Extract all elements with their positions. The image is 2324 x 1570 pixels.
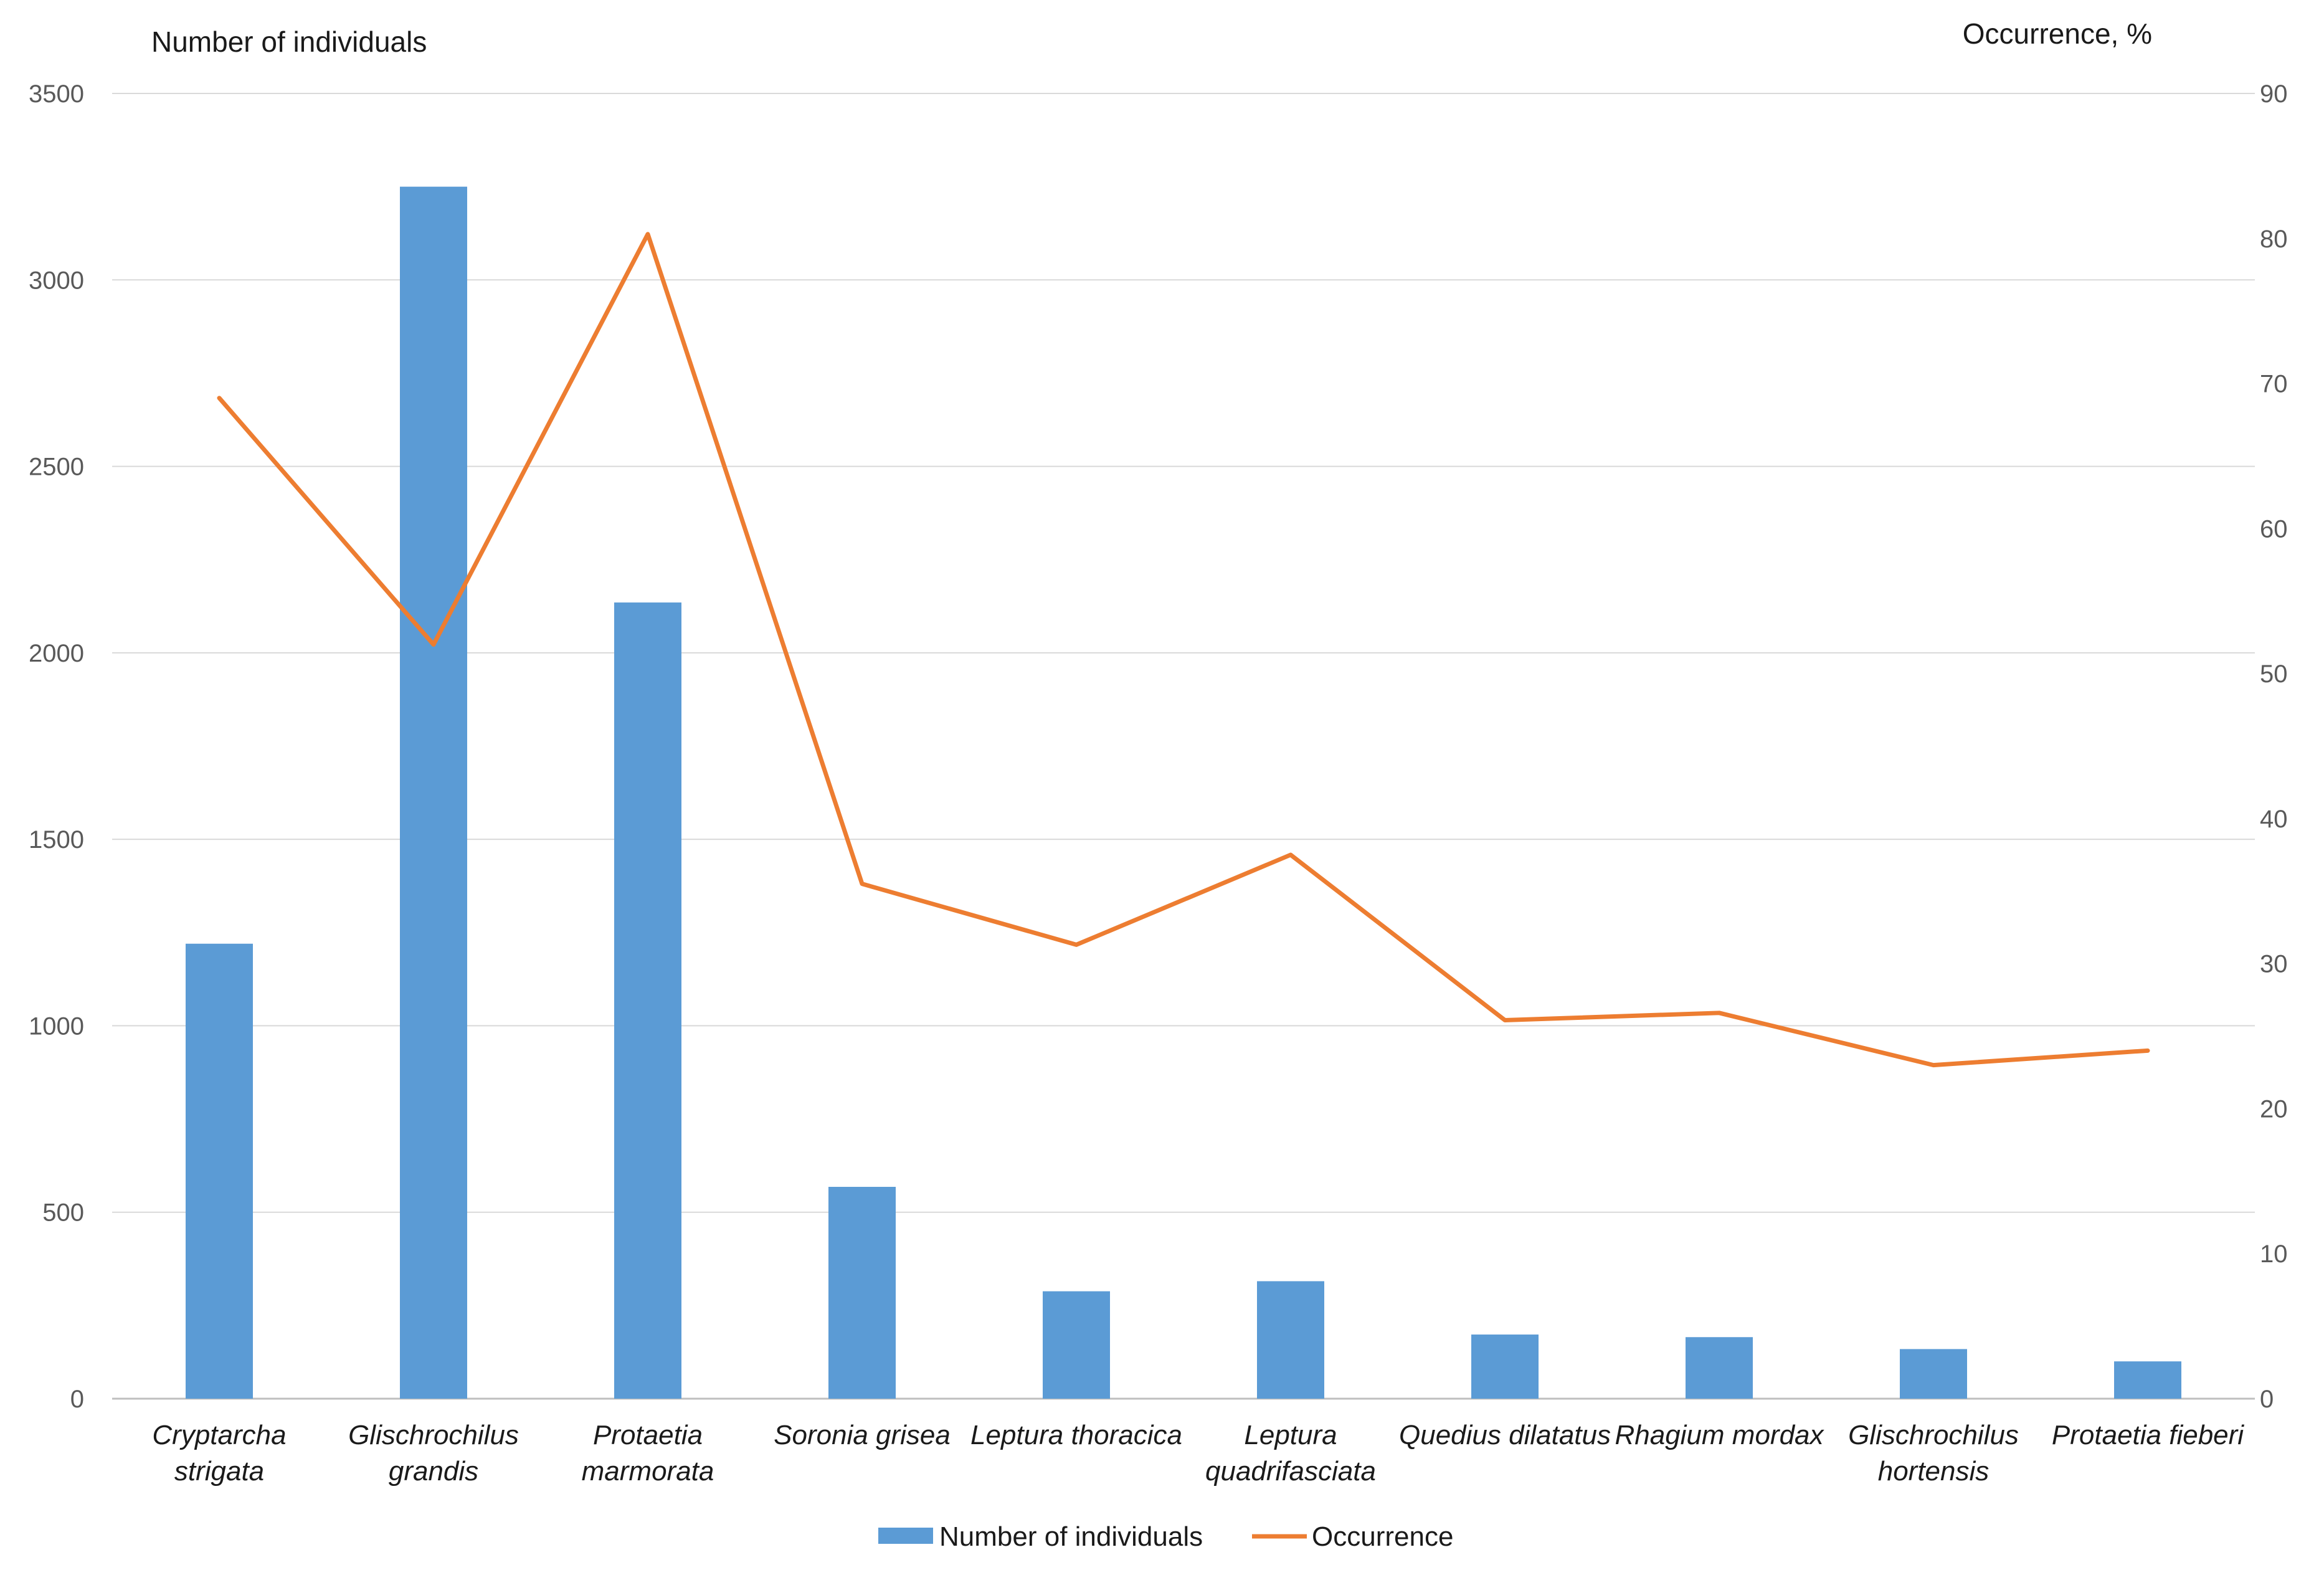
line-point <box>1074 943 1078 947</box>
category-labels: Cryptarcha strigata Glischrochilus grandis P… <box>152 1420 2244 1487</box>
category-label: Protaetia fieberi <box>2052 1420 2244 1450</box>
right-tick-label: 20 <box>2260 1095 2288 1123</box>
occurrence-line <box>217 232 2150 1068</box>
bar <box>1900 1349 1967 1399</box>
left-axis-title: Number of individuals <box>151 26 427 58</box>
legend-swatch-bars <box>878 1528 933 1544</box>
legend-label-line: Occurrence <box>1312 1521 1453 1552</box>
bar <box>186 943 253 1399</box>
right-tick-label: 10 <box>2260 1240 2288 1268</box>
bar <box>400 186 467 1399</box>
category-label: Glischrochilus hortensis <box>1848 1420 2019 1487</box>
category-label: Quedius dilatatus <box>1399 1420 1611 1450</box>
category-label: Glischrochilus grandis <box>348 1420 519 1487</box>
line-point <box>217 396 221 400</box>
gridlines <box>112 93 2255 1400</box>
right-tick-label: 90 <box>2260 80 2288 108</box>
bar-series <box>186 186 2181 1399</box>
left-tick-label: 1500 <box>29 826 84 854</box>
bar <box>1471 1334 1539 1399</box>
left-axis-ticks: 0 500 1000 1500 2000 2500 3000 3500 <box>29 80 84 1413</box>
left-tick-label: 1000 <box>29 1012 84 1040</box>
bar <box>828 1187 896 1399</box>
category-label: Rhagium mordax <box>1615 1420 1824 1450</box>
category-label: Protaetia marmorata <box>582 1420 714 1487</box>
category-label: Soronia grisea <box>774 1420 951 1450</box>
right-tick-label: 0 <box>2260 1386 2274 1413</box>
left-tick-label: 2500 <box>29 454 84 481</box>
bar <box>1257 1281 1324 1399</box>
left-tick-label: 3000 <box>29 267 84 294</box>
line-point <box>1717 1011 1721 1015</box>
line-point <box>1503 1018 1507 1022</box>
line-point <box>1289 853 1292 857</box>
right-tick-label: 70 <box>2260 371 2288 398</box>
right-tick-label: 60 <box>2260 515 2288 543</box>
left-tick-label: 500 <box>42 1199 84 1227</box>
bar <box>614 602 681 1399</box>
line-series <box>217 232 2150 1068</box>
line-point <box>646 232 650 236</box>
right-tick-label: 40 <box>2260 806 2288 833</box>
right-tick-label: 50 <box>2260 660 2288 688</box>
line-point <box>432 642 435 647</box>
right-tick-label: 80 <box>2260 226 2288 253</box>
right-axis-title: Occurrence, % <box>1963 17 2152 50</box>
left-tick-label: 2000 <box>29 640 84 667</box>
line-point <box>860 882 864 886</box>
line-point <box>1932 1063 1935 1067</box>
legend: Number of individuals Occurrence <box>878 1521 1453 1552</box>
bar <box>1043 1291 1110 1399</box>
left-tick-label: 0 <box>70 1386 84 1413</box>
category-label: Leptura quadrifasciata <box>1205 1420 1376 1487</box>
bar <box>1686 1337 1753 1399</box>
right-tick-label: 30 <box>2260 951 2288 978</box>
right-axis-ticks: 0 10 20 30 40 50 60 70 80 90 <box>2260 80 2288 1413</box>
legend-label-bars: Number of individuals <box>939 1521 1203 1552</box>
bar <box>2114 1361 2181 1399</box>
line-point <box>2146 1049 2150 1053</box>
category-label: Leptura thoracica <box>970 1420 1182 1450</box>
category-label: Cryptarcha strigata <box>152 1420 286 1487</box>
left-tick-label: 3500 <box>29 80 84 108</box>
